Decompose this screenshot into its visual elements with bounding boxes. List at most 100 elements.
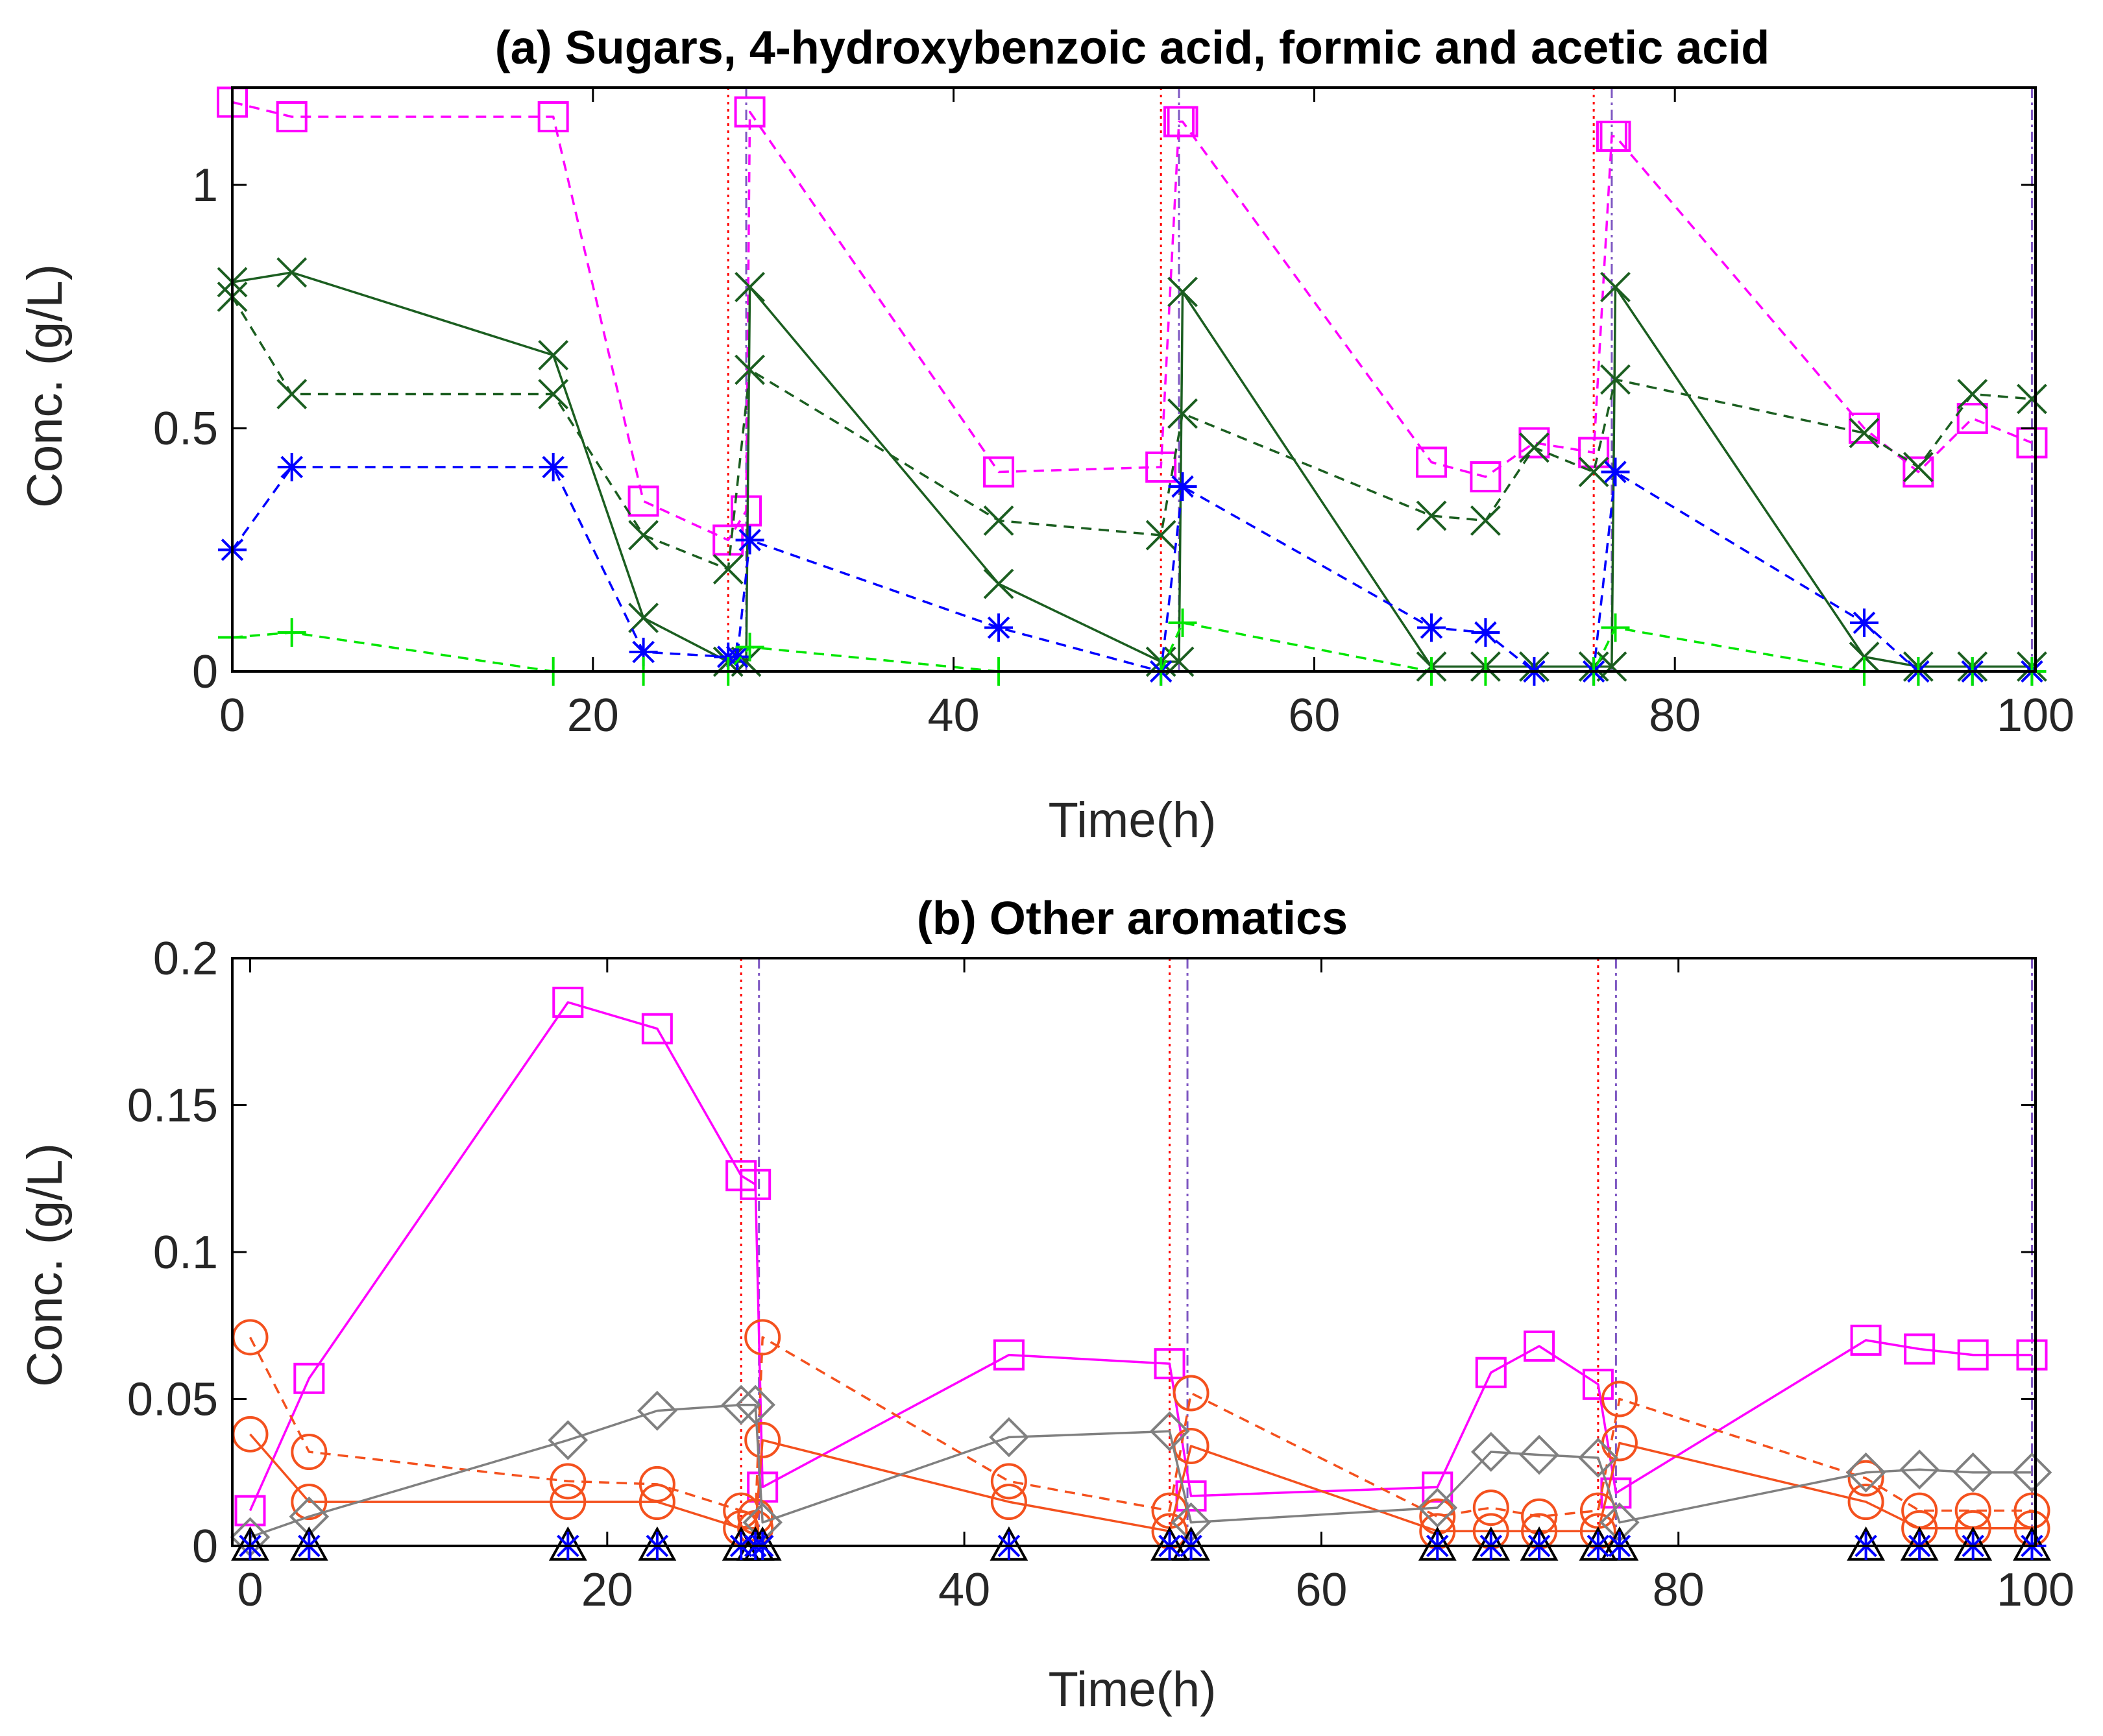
panel-b-ytick-label: 0.05 xyxy=(127,1374,218,1426)
panel-b-series-3-point xyxy=(548,1420,589,1460)
panel-b-series-3-point xyxy=(1952,1452,1993,1493)
panel-a-series-2-point xyxy=(1145,520,1176,551)
panel-b-series-3-point xyxy=(1845,1452,1886,1493)
panel-a-ytick-label: 0.5 xyxy=(153,403,218,455)
panel-a-series-2-point xyxy=(712,554,744,585)
panel-a-xtick-label: 100 xyxy=(1997,690,2074,741)
panel-b-xtick-label: 40 xyxy=(938,1564,990,1616)
panel-b-series-0-point xyxy=(1422,1471,1453,1503)
panel-a-series-2-point xyxy=(538,379,569,409)
panel-b-series-1-point xyxy=(550,1463,587,1500)
panel-a-series-2-point xyxy=(1957,379,1988,409)
panel-b-xtick-label: 80 xyxy=(1653,1564,1705,1616)
panel-b-ylabel: Conc. (g/L) xyxy=(18,1143,73,1387)
panel-a-series-2-point xyxy=(735,354,765,385)
panel-a-series-2-point xyxy=(628,520,659,551)
panel-b-ytick-label: 0 xyxy=(192,1521,218,1573)
panel-b-xtick-label: 0 xyxy=(237,1564,263,1616)
panel-a-series-3-point xyxy=(539,453,568,481)
panel-b-series-3-point xyxy=(1578,1438,1618,1478)
panel-a-xtick-label: 60 xyxy=(1288,690,1340,741)
panel-a-series-3-point xyxy=(1850,609,1878,637)
panel-b-series-1-point xyxy=(291,1434,328,1471)
panel-a-series-0-point xyxy=(731,495,762,527)
panel-a-series-1-point xyxy=(538,340,569,370)
panel-b-series-3-point xyxy=(989,1417,1029,1458)
panel-b-series-1-point xyxy=(1173,1375,1210,1412)
panel-a-title: (a) Sugars, 4-hydroxybenzoic acid, formi… xyxy=(495,22,1770,74)
panel-a-series-0-point xyxy=(627,485,659,517)
panel-b-series-0-point xyxy=(293,1362,325,1394)
panel-a-xtick-label: 20 xyxy=(567,690,619,741)
panel-a-axes-frame xyxy=(231,86,2037,673)
panel-a-series-0-point xyxy=(983,456,1015,488)
panel-a-series-3-point xyxy=(984,613,1014,642)
panel-b-series-2-point xyxy=(291,1484,328,1521)
panel-a-series-4-point xyxy=(277,618,306,647)
panel-a-series-2-point xyxy=(2017,383,2047,415)
panel-a-series-0-point xyxy=(1470,461,1501,492)
panel-b-series-2-point xyxy=(1847,1484,1884,1521)
panel-a-series-0-point xyxy=(1518,427,1550,459)
panel-a-series-2 xyxy=(217,282,2047,585)
panel-b-series-0-point xyxy=(1154,1348,1185,1380)
panel-a-series-3-point xyxy=(277,453,306,481)
panel-a-ytick-label: 0 xyxy=(192,646,218,698)
panel-b-series-0-point xyxy=(993,1339,1025,1371)
panel-b-series-0-point xyxy=(641,1013,673,1044)
panel-b-xlabel: Time(h) xyxy=(1049,1662,1217,1717)
panel-a-series-0-point xyxy=(1599,121,1631,152)
panel-b-ytick-label: 0.1 xyxy=(153,1227,218,1279)
panel-a-plot-area xyxy=(232,88,2036,671)
panel-b-ticks: 0 20 40 60 80 100 0 0.05 0.1 0.15 0.2 xyxy=(127,933,2074,1616)
panel-b: (b) Other aromatics Time(h) Conc. (g/L) … xyxy=(18,893,2074,1717)
panel-b-series-2-point xyxy=(550,1484,587,1521)
panel-a-series-4-point xyxy=(1601,613,1630,642)
panel-b-series-3-point xyxy=(2012,1452,2052,1493)
panel-a-series-1-point xyxy=(1167,276,1198,307)
panel-b-series-3-point xyxy=(1470,1432,1511,1472)
panel-a-series-1-point xyxy=(983,568,1014,599)
panel-b-series-2-point xyxy=(638,1484,675,1521)
panel-a-series-2-point xyxy=(1849,418,1880,448)
panel-a-series-2-point xyxy=(983,505,1014,536)
panel-a-series-2-line xyxy=(231,296,2032,571)
panel-b-xtick-label: 20 xyxy=(581,1564,633,1616)
panel-b-plot-area xyxy=(232,958,2036,1546)
panel-a-series-0-point xyxy=(1578,437,1610,468)
panel-b-series-3-point xyxy=(1519,1434,1559,1475)
panel-a-xlabel: Time(h) xyxy=(1049,793,1217,848)
panel-a-series-0 xyxy=(217,86,2048,556)
panel-b-series-3 xyxy=(230,1384,2052,1558)
panel-b-series-3-point xyxy=(1149,1411,1190,1452)
panel-a-series-3-point xyxy=(1168,472,1197,501)
panel-b-series-3-point xyxy=(1417,1488,1458,1528)
panel-b-series-3-line xyxy=(249,1403,2032,1539)
panel-a-series-4-point xyxy=(1168,609,1197,637)
panel-a-series-2-point xyxy=(1416,500,1447,531)
panel-a-series-0-line xyxy=(232,101,2033,542)
panel-a-series-1-point xyxy=(1849,642,1880,672)
panel-a-series-2-point xyxy=(1519,432,1550,463)
panel-b-series-0-point xyxy=(1957,1339,1989,1371)
panel-b-series-2-point xyxy=(990,1484,1027,1521)
panel-a-series-4-point xyxy=(735,633,764,662)
panel-b-xtick-label: 60 xyxy=(1295,1564,1347,1616)
panel-b-series-1-point xyxy=(744,1319,781,1356)
panel-b-series-0-point xyxy=(2016,1339,2048,1371)
panel-a-series-3-point xyxy=(1417,613,1446,642)
panel-a-series-2-point xyxy=(1470,505,1501,536)
panel-b-series-3-point xyxy=(721,1384,762,1425)
panel-b-series-0-point xyxy=(234,1495,266,1526)
panel-b-series-2-line xyxy=(249,1433,2032,1533)
panel-a-xtick-label: 40 xyxy=(928,690,980,741)
panel-a-series-1-point xyxy=(735,272,765,302)
panel-b-series-0-point xyxy=(1524,1330,1555,1362)
panel-a-ytick-label: 1 xyxy=(192,160,218,211)
panel-a-series-0-point xyxy=(1956,403,1988,434)
panel-b-series-1-point xyxy=(1847,1460,1884,1497)
panel-a-series-0-point xyxy=(276,101,308,132)
panel-a-series-0-point xyxy=(537,101,569,132)
panel-a-ylabel: Conc. (g/L) xyxy=(18,264,73,508)
